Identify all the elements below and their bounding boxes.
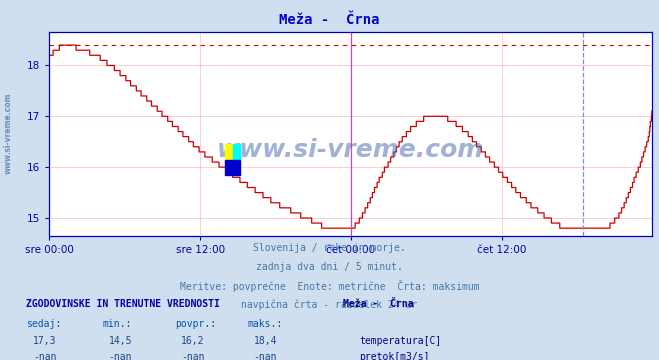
Text: temperatura[C]: temperatura[C] [359, 336, 442, 346]
Text: -nan: -nan [254, 352, 277, 360]
Text: 18,4: 18,4 [254, 336, 277, 346]
Text: ZGODOVINSKE IN TRENUTNE VREDNOSTI: ZGODOVINSKE IN TRENUTNE VREDNOSTI [26, 299, 220, 309]
Bar [233, 144, 241, 159]
Text: navpična črta - razdelek 24 ur: navpična črta - razdelek 24 ur [241, 299, 418, 310]
Text: zadnja dva dni / 5 minut.: zadnja dva dni / 5 minut. [256, 262, 403, 272]
Text: pretok[m3/s]: pretok[m3/s] [359, 352, 430, 360]
Text: Slovenija / reke in morje.: Slovenija / reke in morje. [253, 243, 406, 253]
Text: sedaj:: sedaj: [26, 319, 61, 329]
Text: povpr.:: povpr.: [175, 319, 215, 329]
Text: www.si-vreme.com: www.si-vreme.com [3, 93, 13, 174]
Text: Meža -  Črna: Meža - Črna [279, 13, 380, 27]
Text: maks.:: maks.: [247, 319, 282, 329]
Text: 16,2: 16,2 [181, 336, 205, 346]
Text: min.:: min.: [102, 319, 132, 329]
Bar [225, 144, 233, 159]
Text: www.si-vreme.com: www.si-vreme.com [217, 138, 484, 162]
Text: Meritve: povprečne  Enote: metrične  Črta: maksimum: Meritve: povprečne Enote: metrične Črta:… [180, 280, 479, 292]
Text: 14,5: 14,5 [109, 336, 132, 346]
Text: 17,3: 17,3 [33, 336, 57, 346]
Text: -nan: -nan [181, 352, 205, 360]
Bar [225, 159, 241, 175]
Text: -nan: -nan [109, 352, 132, 360]
Text: -nan: -nan [33, 352, 57, 360]
Text: Meža -  Črna: Meža - Črna [343, 299, 413, 309]
